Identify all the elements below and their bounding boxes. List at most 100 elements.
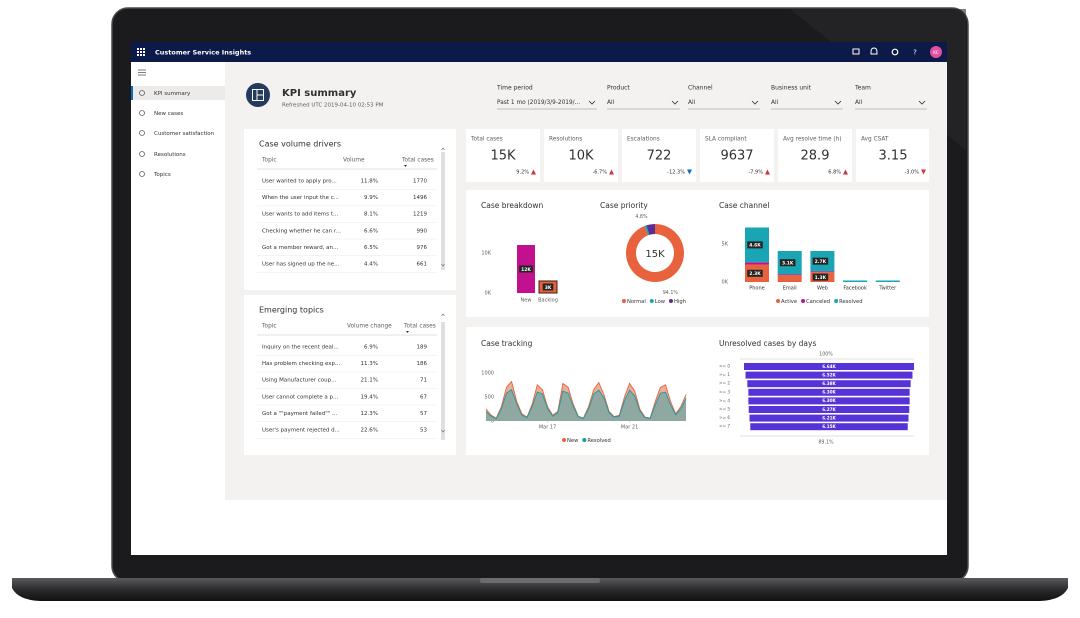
y-tick-label: 0 [491, 419, 494, 425]
cell-topic[interactable]: User has signed up the ne... [262, 262, 340, 268]
dropdown-chevron[interactable] [834, 100, 842, 105]
chart-title: Case channel [719, 201, 769, 210]
cell-total: 57 [420, 411, 427, 417]
value-label: 6.30K [822, 390, 836, 395]
y-tick-label: >= 2 [719, 381, 730, 386]
laptop-notch [480, 578, 600, 583]
column-header[interactable]: Total cases [401, 158, 434, 164]
y-tick-label: 1000 [481, 370, 494, 376]
cell-volume: 4.4% [364, 262, 378, 268]
value-label-bg [747, 269, 763, 277]
cell-topic[interactable]: Got a member reward, an... [262, 245, 339, 251]
cell-total: 990 [417, 228, 428, 234]
kpi-title: Escalations [627, 137, 660, 143]
kpi-tile [856, 129, 929, 182]
icon-help[interactable]: ? [913, 49, 917, 57]
cell-total: 186 [417, 361, 428, 367]
value-label: 1.3K [815, 275, 827, 281]
cell-topic[interactable]: User cannot complete a p... [262, 394, 338, 400]
kpi-change: -3.0% [904, 170, 919, 176]
chart-title: Unresolved cases by days [719, 339, 816, 348]
funnel-top-label: 100% [819, 352, 833, 358]
filter-value[interactable]: All [607, 100, 615, 106]
nav-item[interactable]: KPI summary [154, 91, 191, 97]
dropdown-chevron[interactable] [918, 100, 926, 105]
kpi-title: Avg CSAT [861, 137, 889, 143]
filter-value[interactable]: Past 1 mo (2019/3/9-2019/... [497, 100, 580, 106]
filter-value[interactable]: All [688, 100, 696, 106]
cell-topic[interactable]: Checking whether he can r... [262, 228, 341, 234]
scroll-arrow [441, 313, 445, 317]
x-tick-label: Facebook [843, 286, 867, 292]
scrollbar[interactable] [441, 322, 445, 440]
nav-item[interactable]: Topics [153, 172, 171, 178]
funnel-bar [749, 414, 909, 422]
value-label: 3K [545, 285, 552, 291]
refreshed-time: Refreshed UTC 2019-04-10 02:53 PM [282, 103, 384, 109]
kpi-change: -12.3% [667, 170, 685, 176]
cell-topic[interactable]: User wants to add items t... [262, 212, 338, 218]
card [466, 190, 929, 317]
cell-topic[interactable]: Using Manufacturer coup... [262, 378, 337, 384]
value-label: 6.15K [822, 424, 836, 429]
scroll-arrow [441, 263, 445, 267]
value-label-bg [812, 257, 829, 265]
nav-item[interactable]: Customer satisfaction [154, 131, 215, 137]
column-header[interactable]: Topic [261, 324, 277, 330]
x-tick-label: New [521, 298, 532, 304]
x-tick-label: Mar 21 [621, 425, 638, 431]
avatar[interactable] [930, 46, 942, 58]
kpi-trend-arrow [687, 169, 692, 175]
card [244, 129, 456, 290]
cell-total: 976 [417, 245, 428, 251]
kpi-value: 722 [647, 149, 672, 164]
value-label: 6.21K [822, 415, 836, 420]
x-tick-label: Twitter [878, 286, 897, 292]
kpi-title: SLA compliant [705, 137, 747, 143]
kpi-value: 28.9 [801, 149, 830, 164]
scrollbar[interactable] [441, 152, 445, 270]
legend-label: Resolved [587, 438, 610, 444]
column-header[interactable]: Topic [261, 158, 277, 164]
dropdown-chevron[interactable] [671, 100, 679, 105]
cell-volume: 22.6% [361, 428, 378, 434]
filter-value[interactable]: All [855, 100, 863, 106]
page-title: KPI summary [282, 88, 357, 99]
cell-topic[interactable]: User wanted to apply pro... [262, 179, 337, 185]
icon-bell[interactable] [870, 47, 878, 55]
cell-topic[interactable]: Inquiry on the recent deal... [262, 345, 339, 351]
dropdown-chevron[interactable] [588, 100, 596, 105]
icon-chat[interactable] [852, 48, 860, 55]
bar-segment [745, 262, 769, 265]
column-header[interactable]: Volume [343, 158, 365, 164]
column-header[interactable]: Total cases [403, 324, 436, 330]
cell-topic[interactable]: When the user input the c... [262, 195, 339, 201]
y-tick-label: >= 3 [719, 389, 730, 394]
kpi-tile [544, 129, 618, 182]
area [486, 389, 686, 421]
filter-value[interactable]: All [771, 100, 779, 106]
nav-item[interactable]: New cases [154, 111, 183, 117]
y-tick-label: >= 1 [719, 372, 730, 377]
cell-topic[interactable]: User's payment rejected d... [262, 428, 340, 434]
column-header[interactable]: Volume change [347, 324, 392, 330]
cell-topic[interactable]: Has problem checking exp... [262, 361, 341, 367]
nav-item[interactable]: Resolutions [154, 152, 186, 158]
slice-label: 4.8% [635, 214, 648, 220]
value-label: 6.38K [822, 381, 836, 386]
cell-topic[interactable]: Got a ""payment failed"" ... [262, 411, 338, 417]
kpi-tile [778, 129, 852, 182]
app-launcher[interactable] [137, 48, 145, 56]
app-title: Customer Service Insights [155, 49, 251, 57]
icon-settings[interactable] [891, 48, 899, 56]
cell-volume: 19.4% [361, 394, 378, 400]
kpi-value: 9637 [720, 149, 753, 164]
filter-label: Time period [496, 85, 533, 92]
funnel-bar [747, 380, 911, 388]
hamburger[interactable] [138, 69, 146, 76]
dropdown-chevron[interactable] [751, 100, 759, 105]
kpi-change: 6.8% [828, 170, 841, 176]
legend-swatch [834, 299, 839, 303]
filter-label: Team [854, 85, 871, 92]
